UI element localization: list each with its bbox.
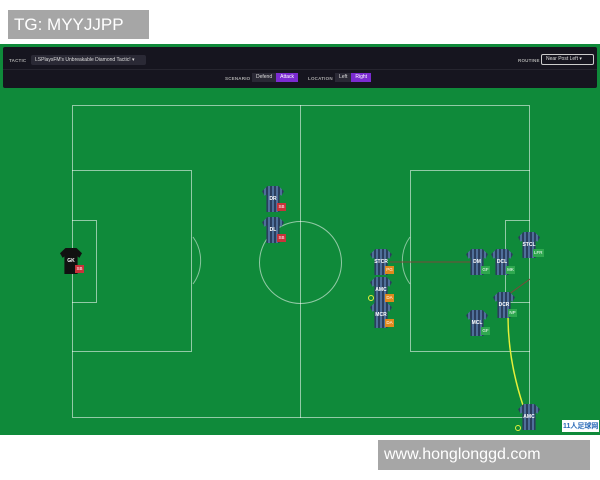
left-six-yard-box [72,220,97,303]
role-badge: MK [506,266,515,274]
player-amc[interactable]: AMC DA [368,277,394,307]
scenario-defend[interactable]: Defend [252,73,277,82]
player-position: STCL [522,242,536,248]
ball-icon [515,425,521,431]
overlay-text-bottom: www.honglonggd.com [378,440,590,470]
location-right[interactable]: Right [351,73,372,82]
player-stcl[interactable]: STCL LFR [516,232,544,262]
player-position: DCR [498,302,510,308]
left-penalty-box [72,170,192,352]
player-position: MCR [375,312,387,318]
role-badge: SB [75,265,84,273]
role-badge: SB [277,234,286,242]
player-dcl[interactable]: DCL MK [489,249,515,279]
player-dcr[interactable]: DCR NP [491,292,517,322]
player-dr[interactable]: DR SB [260,186,286,216]
location-toggle[interactable]: Left Right [335,73,372,82]
player-position: AMC [375,287,387,293]
tactic-value: LSPlaysFM's Unbreakable Diamond Tactic! [35,57,131,63]
player-position: STCR [374,259,388,265]
role-badge: DA [385,294,394,302]
player-position: DL [269,227,277,233]
player-position: DCL [496,259,508,265]
tactic-label: TACTIC [9,58,27,63]
routine-value: Near Post Left [546,56,578,62]
scenario-label: SCENARIO [225,76,251,81]
watermark-logo: 11人足球网 [562,420,600,432]
player-dm[interactable]: DM GF [464,249,490,279]
tactics-screen: TACTIC LSPlaysFM's Unbreakable Diamond T… [0,44,600,435]
role-badge: PG [385,266,394,274]
shirt-icon [518,404,540,430]
role-badge: GF [481,327,490,335]
ball-path [507,315,527,415]
scenario-toggle[interactable]: Defend Attack [252,73,299,82]
routine-label: ROUTINE [518,58,540,63]
overlay-text-top: TG: MYYJJPP [8,10,149,39]
player-position: AMC [523,414,535,420]
player-position: DR [269,196,277,202]
center-circle [259,221,342,304]
player-mcl[interactable]: MCL GF [464,310,490,340]
scenario-attack[interactable]: Attack [276,73,299,82]
right-penalty-box [410,170,530,352]
role-badge: NP [508,309,517,317]
divider [3,69,597,70]
player-stcr[interactable]: STCR PG [368,249,394,279]
role-badge: DA [385,319,394,327]
toolbar: TACTIC LSPlaysFM's Unbreakable Diamond T… [3,47,597,88]
ball-icon [368,295,374,301]
location-left[interactable]: Left [335,73,352,82]
run-lines [192,236,531,431]
player-position: MCL [471,320,483,326]
role-badge: LFR [533,249,544,257]
tactic-dropdown[interactable]: LSPlaysFM's Unbreakable Diamond Tactic! … [31,55,146,65]
player-gk[interactable]: GK SB [58,248,84,278]
routine-dropdown[interactable]: Near Post Left ▾ [541,54,594,65]
player-position: DM [473,259,481,265]
role-badge: GF [481,266,490,274]
player-mcr[interactable]: MCR DA [368,302,394,332]
role-badge: SB [277,203,286,211]
location-label: LOCATION [308,76,333,81]
player-position: GK [67,258,75,264]
player-amc[interactable]: AMC [516,404,542,434]
chevron-down-icon: ▾ [132,57,135,63]
player-dl[interactable]: DL SB [260,217,286,247]
chevron-down-icon: ▾ [579,56,582,62]
